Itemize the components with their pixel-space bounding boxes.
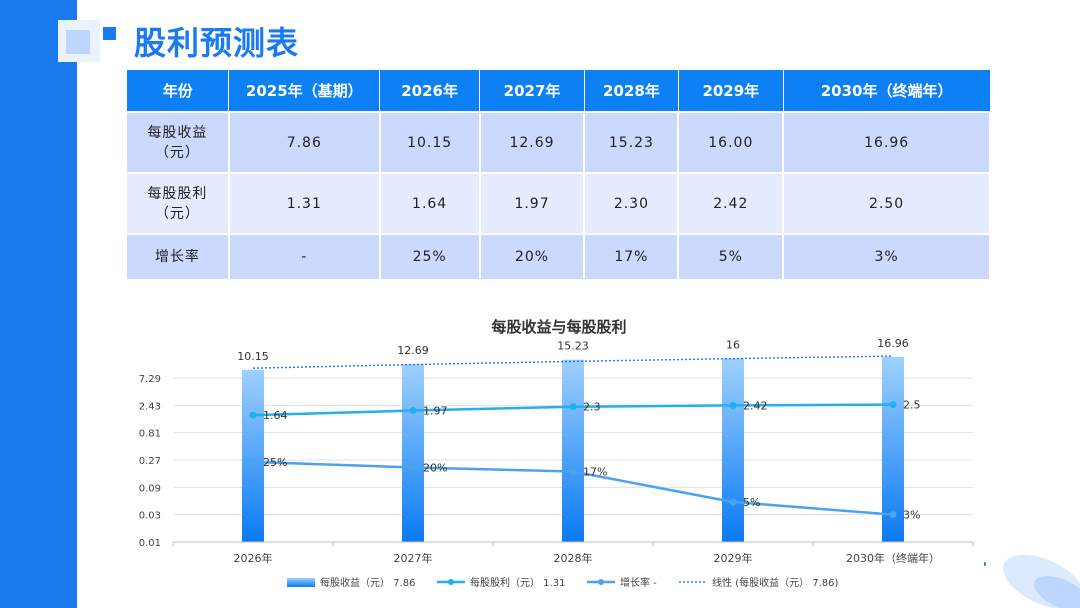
bar-data-label: 16.96 bbox=[877, 337, 909, 350]
table-cell: 3% bbox=[783, 233, 991, 279]
growth-rate-point bbox=[889, 511, 897, 519]
dividend-point bbox=[729, 401, 737, 409]
trendline bbox=[252, 355, 894, 369]
bar bbox=[882, 356, 904, 542]
table-row: 每股股利 （元） 1.31 1.64 1.97 2.30 2.42 2.50 bbox=[127, 172, 991, 234]
growth-rate-point bbox=[409, 463, 417, 471]
eps-dps-chart: 每股收益与每股股利 10.15 12.69 15.23 16 16.96 1.64 1.97… bbox=[127, 312, 991, 604]
dividend-point bbox=[249, 411, 257, 419]
table-cell: 25% bbox=[379, 233, 481, 279]
header-cell: 2026年 bbox=[379, 70, 481, 112]
dividend-data-label: 2.3 bbox=[583, 401, 601, 414]
table-cell: 12.69 bbox=[479, 111, 586, 173]
x-tick-label: 2029年 bbox=[714, 551, 753, 565]
row-label: 增长率 bbox=[127, 233, 230, 279]
table-cell: 15.23 bbox=[584, 111, 680, 173]
y-tick-label: 0.03 bbox=[139, 511, 161, 522]
bar-data-label: 15.23 bbox=[557, 340, 589, 353]
row-label-line: （元） bbox=[154, 205, 200, 222]
header-cell: 2030年（终端年） bbox=[783, 70, 991, 112]
row-label-line: 每股股利 bbox=[147, 185, 208, 202]
table-cell: 10.15 bbox=[379, 111, 481, 173]
y-tick-label: 2.43 bbox=[139, 401, 161, 412]
dividend-point bbox=[889, 401, 897, 409]
title-dot-icon bbox=[103, 27, 116, 40]
y-tick-label: 0.81 bbox=[139, 429, 161, 440]
x-tick-label: 2028年 bbox=[554, 551, 593, 565]
y-tick-label: 0.09 bbox=[139, 483, 161, 494]
row-label-line: 每股收益 bbox=[147, 124, 208, 141]
left-accent-band bbox=[0, 0, 77, 608]
y-tick-label: 0.27 bbox=[139, 456, 161, 467]
dividend-data-label: 1.97 bbox=[423, 405, 448, 418]
bar bbox=[722, 358, 744, 542]
bar bbox=[562, 359, 584, 542]
legend-marker bbox=[598, 579, 604, 585]
x-tick-label: 2026年 bbox=[234, 551, 273, 565]
legend-label: 线性 (每股收益（元） 7.86) bbox=[712, 576, 839, 589]
growth-rate-point bbox=[249, 458, 257, 466]
dividend-forecast-table: 年份 2025年（基期） 2026年 2027年 2028年 2029年 203… bbox=[127, 70, 991, 279]
dividend-data-label: 2.42 bbox=[743, 399, 768, 412]
legend-label: 增长率 - bbox=[620, 576, 657, 589]
row-label-line: （元） bbox=[154, 144, 200, 161]
table-cell: - bbox=[228, 233, 381, 279]
growth-data-label: 20% bbox=[423, 461, 447, 474]
dividend-data-label: 2.5 bbox=[903, 399, 921, 412]
header-cell: 2027年 bbox=[479, 70, 585, 112]
row-label: 每股股利 （元） bbox=[127, 172, 230, 234]
header-cell: 2025年（基期） bbox=[228, 70, 381, 112]
legend-label: 每股收益（元） 7.86 bbox=[320, 576, 415, 589]
header-cell: 2029年 bbox=[678, 70, 784, 112]
table-row: 增长率 - 25% 20% 17% 5% 3% bbox=[127, 233, 991, 279]
bar-data-label: 16 bbox=[726, 338, 740, 351]
title-square-icon bbox=[58, 20, 100, 62]
growth-data-label: 3% bbox=[903, 509, 920, 522]
growth-data-label: 25% bbox=[263, 456, 287, 469]
growth-rate-point bbox=[729, 498, 737, 506]
y-tick-label: 0.01 bbox=[139, 538, 161, 549]
legend-marker bbox=[448, 579, 454, 585]
row-label: 每股收益 （元） bbox=[127, 111, 230, 173]
row-label-line: 增长率 bbox=[154, 249, 200, 265]
table-cell: 1.31 bbox=[228, 172, 381, 234]
table-cell: 20% bbox=[479, 233, 586, 279]
bar-data-label: 12.69 bbox=[397, 344, 429, 357]
dividend-point bbox=[569, 403, 577, 411]
table-cell: 16.00 bbox=[678, 111, 785, 173]
y-tick-label: 7.29 bbox=[139, 374, 161, 385]
table-cell: 7.86 bbox=[228, 111, 381, 173]
bar bbox=[242, 369, 264, 542]
legend-label: 每股股利（元） 1.31 bbox=[470, 576, 565, 589]
table-cell: 16.96 bbox=[783, 111, 991, 173]
table-cell: 1.97 bbox=[479, 172, 586, 234]
table-cell: 17% bbox=[584, 233, 680, 279]
bar-data-label: 10.15 bbox=[237, 350, 269, 363]
table-cell: 2.42 bbox=[678, 172, 785, 234]
chart-title: 每股收益与每股股利 bbox=[491, 318, 626, 336]
page-title: 股利预测表 bbox=[134, 24, 300, 62]
legend-bar-swatch bbox=[287, 578, 315, 587]
table-cell: 2.50 bbox=[783, 172, 991, 234]
table-header-row: 年份 2025年（基期） 2026年 2027年 2028年 2029年 203… bbox=[127, 70, 991, 112]
growth-data-label: 5% bbox=[743, 496, 760, 509]
x-tick-label: 2030年（终端年） bbox=[846, 551, 940, 565]
dividend-point bbox=[409, 407, 417, 415]
table-row: 每股收益 （元） 7.86 10.15 12.69 15.23 16.00 16.… bbox=[127, 111, 991, 173]
growth-rate-point bbox=[569, 468, 577, 476]
table-cell: 1.64 bbox=[379, 172, 481, 234]
x-tick-label: 2027年 bbox=[394, 551, 433, 565]
growth-data-label: 17% bbox=[583, 466, 607, 479]
table-cell: 2.30 bbox=[584, 172, 680, 234]
bar bbox=[402, 364, 424, 542]
table-cell: 5% bbox=[678, 233, 785, 279]
header-cell: 2028年 bbox=[584, 70, 679, 112]
dividend-data-label: 1.64 bbox=[263, 409, 288, 422]
chart-canvas: 每股收益与每股股利 10.15 12.69 15.23 16 16.96 1.64 1.97… bbox=[139, 318, 974, 589]
corner-decoration bbox=[984, 554, 1080, 608]
header-cell: 年份 bbox=[127, 70, 230, 112]
